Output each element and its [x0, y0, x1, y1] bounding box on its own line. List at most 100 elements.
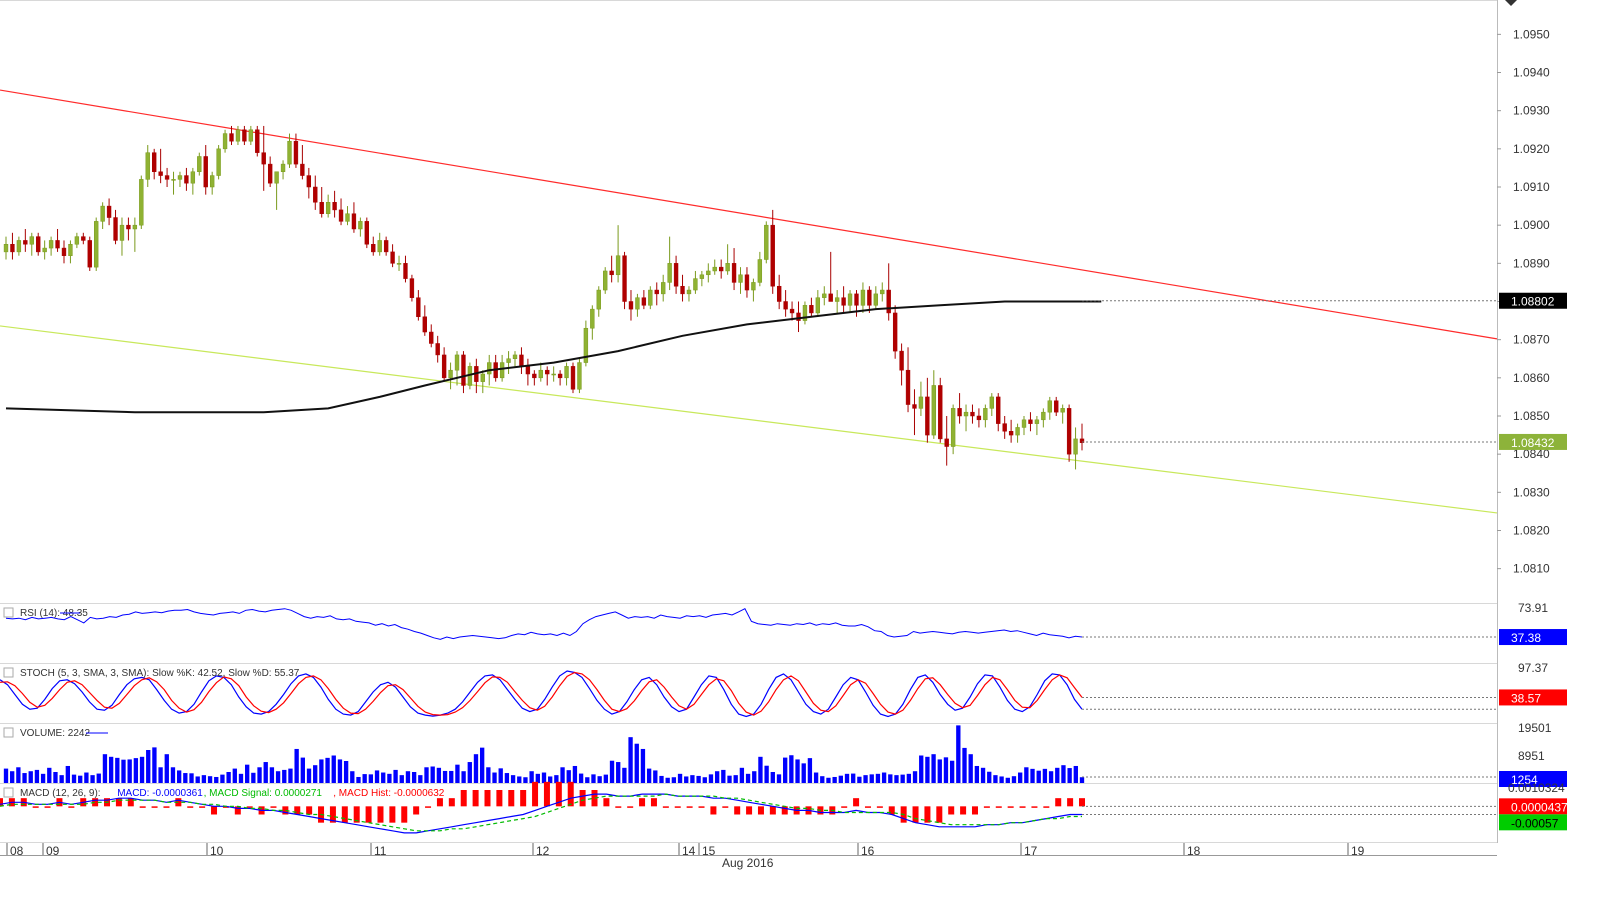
macd-hist-bar[interactable]: [746, 806, 753, 815]
volume-bar[interactable]: [424, 767, 429, 783]
candle-body[interactable]: [603, 270, 608, 291]
candle[interactable]: [957, 393, 962, 424]
volume-bar[interactable]: [801, 763, 806, 783]
candle-body[interactable]: [506, 358, 511, 363]
candle-body[interactable]: [680, 285, 685, 295]
candle-body[interactable]: [976, 415, 982, 421]
candle[interactable]: [255, 125, 260, 157]
candle[interactable]: [744, 267, 750, 298]
volume-bar[interactable]: [912, 771, 918, 783]
candle-body[interactable]: [744, 274, 750, 291]
candle-body[interactable]: [622, 255, 627, 302]
candle[interactable]: [409, 274, 415, 302]
candle-body[interactable]: [1002, 423, 1007, 432]
candle[interactable]: [248, 125, 254, 146]
volume-bar[interactable]: [1061, 765, 1066, 783]
candle[interactable]: [42, 240, 47, 260]
candle[interactable]: [628, 290, 634, 321]
candle[interactable]: [1015, 423, 1020, 443]
volume-bar[interactable]: [739, 767, 745, 783]
candle-body[interactable]: [74, 236, 80, 245]
candle[interactable]: [847, 290, 853, 313]
candle-body[interactable]: [345, 213, 350, 222]
candle-body[interactable]: [899, 350, 904, 371]
macd-hist-bar[interactable]: [127, 798, 134, 807]
candle-body[interactable]: [332, 202, 337, 211]
volume-bar[interactable]: [702, 777, 707, 783]
macd-hist-bar[interactable]: [1043, 806, 1050, 808]
candle-body[interactable]: [319, 202, 324, 214]
candle[interactable]: [36, 232, 41, 256]
candle[interactable]: [139, 175, 144, 229]
candle-body[interactable]: [113, 217, 118, 241]
candle-body[interactable]: [293, 140, 299, 165]
volume-bar[interactable]: [906, 773, 912, 783]
volume-bar[interactable]: [1042, 768, 1048, 783]
candle-body[interactable]: [654, 289, 659, 295]
volume-bar[interactable]: [640, 748, 646, 783]
macd-hist-bar[interactable]: [912, 806, 919, 823]
volume-bar[interactable]: [306, 768, 312, 783]
candle-body[interactable]: [918, 396, 924, 409]
candle[interactable]: [332, 190, 337, 218]
macd-hist-bar[interactable]: [496, 790, 503, 807]
volume-bar[interactable]: [313, 765, 318, 783]
candle[interactable]: [976, 408, 982, 428]
candle[interactable]: [570, 362, 576, 394]
candle[interactable]: [313, 175, 318, 210]
macd-hist-bar[interactable]: [389, 806, 396, 823]
volume-bar[interactable]: [133, 758, 139, 783]
volume-bar[interactable]: [294, 748, 299, 783]
candle-body[interactable]: [132, 224, 138, 230]
volume-bar[interactable]: [418, 775, 423, 783]
candle-body[interactable]: [557, 373, 563, 379]
candle-body[interactable]: [628, 301, 634, 310]
volume-bar[interactable]: [207, 776, 213, 783]
volume-bar[interactable]: [275, 771, 281, 783]
candle[interactable]: [532, 370, 537, 386]
candle[interactable]: [1073, 427, 1078, 470]
volume-bar[interactable]: [381, 772, 386, 783]
candle-body[interactable]: [248, 129, 254, 142]
macd-hist-bar[interactable]: [876, 806, 883, 808]
volume-bar[interactable]: [535, 773, 540, 783]
volume-bar[interactable]: [102, 754, 108, 783]
volume-bar[interactable]: [331, 755, 336, 784]
candle-body[interactable]: [725, 263, 730, 272]
volume-bar[interactable]: [875, 773, 881, 783]
candle[interactable]: [706, 263, 711, 283]
candle[interactable]: [648, 286, 653, 310]
candle-body[interactable]: [686, 289, 692, 295]
candle[interactable]: [764, 221, 769, 264]
candle-body[interactable]: [822, 293, 827, 298]
candle-body[interactable]: [23, 240, 28, 245]
candle[interactable]: [441, 347, 447, 382]
candle[interactable]: [950, 404, 956, 455]
candle[interactable]: [10, 232, 15, 260]
candle-body[interactable]: [358, 221, 363, 230]
macd-hist-bar[interactable]: [960, 806, 967, 815]
macd-hist-bar[interactable]: [1079, 798, 1085, 807]
candle-body[interactable]: [667, 263, 672, 283]
candle[interactable]: [351, 202, 357, 233]
volume-bar[interactable]: [195, 776, 200, 783]
candle-body[interactable]: [261, 152, 266, 165]
candle-body[interactable]: [61, 247, 67, 256]
candle[interactable]: [100, 202, 105, 229]
candle[interactable]: [87, 236, 92, 271]
volume-bar[interactable]: [949, 760, 955, 783]
candle-body[interactable]: [796, 312, 801, 321]
candle-body[interactable]: [841, 297, 846, 306]
candle-body[interactable]: [564, 366, 569, 379]
candle-body[interactable]: [892, 312, 898, 352]
volume-bar[interactable]: [541, 772, 547, 783]
rsi-panel-icon[interactable]: [3, 607, 14, 618]
candle-body[interactable]: [789, 308, 795, 314]
candle[interactable]: [880, 282, 885, 302]
candle[interactable]: [171, 171, 176, 195]
macd-signal-line[interactable]: [0, 793, 1082, 832]
candle-body[interactable]: [371, 244, 376, 253]
candle[interactable]: [551, 366, 556, 382]
macd-hist-bar[interactable]: [591, 790, 598, 807]
macd-hist-bar[interactable]: [44, 806, 51, 808]
